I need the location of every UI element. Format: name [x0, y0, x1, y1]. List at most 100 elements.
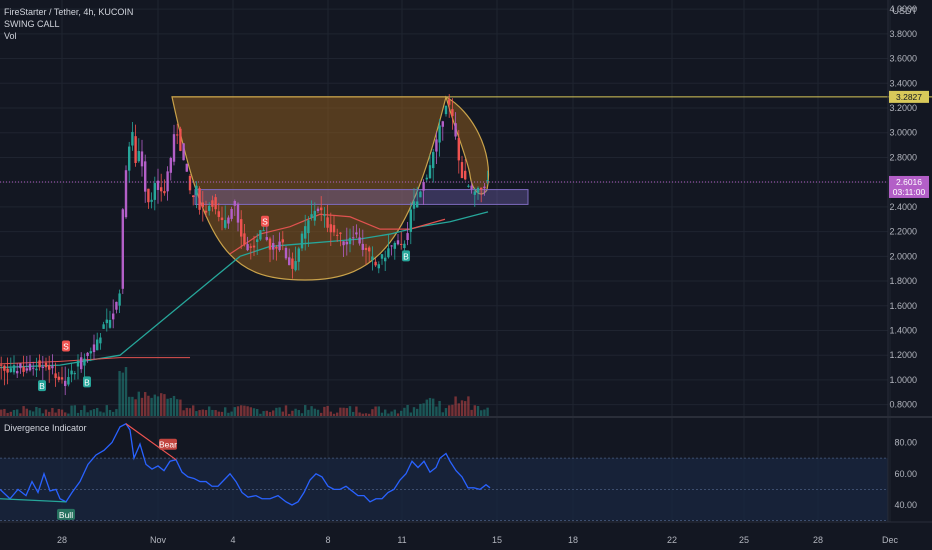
candle[interactable] — [214, 194, 217, 215]
candle[interactable] — [441, 120, 444, 141]
candle[interactable] — [483, 183, 486, 196]
candle[interactable] — [297, 246, 300, 271]
candle[interactable] — [476, 186, 480, 200]
moving-average-red-2[interactable] — [229, 213, 446, 255]
candle[interactable] — [390, 245, 393, 256]
candle[interactable] — [444, 105, 448, 117]
candle[interactable] — [400, 231, 403, 250]
candle[interactable] — [310, 200, 313, 221]
candle[interactable] — [73, 371, 76, 380]
candle[interactable] — [188, 174, 192, 195]
candle[interactable] — [377, 261, 380, 274]
candle[interactable] — [124, 165, 128, 219]
candle[interactable] — [166, 166, 169, 201]
candle[interactable] — [195, 181, 198, 209]
candle[interactable] — [284, 246, 288, 261]
symbol-legend[interactable]: FireStarter / Tether, 4h, KUCOIN — [4, 7, 134, 17]
candle[interactable] — [12, 355, 16, 375]
candle[interactable] — [419, 190, 422, 198]
candle[interactable] — [169, 156, 172, 181]
candle[interactable] — [3, 364, 6, 386]
candle[interactable] — [153, 176, 156, 211]
candle[interactable] — [454, 112, 457, 140]
candle[interactable] — [99, 332, 102, 350]
candle[interactable] — [108, 310, 112, 329]
candle[interactable] — [204, 200, 208, 217]
candle[interactable] — [198, 186, 201, 215]
oscillator-line[interactable] — [0, 422, 491, 506]
candle[interactable] — [220, 206, 224, 231]
divergence-pane[interactable]: Bull Bear — [0, 422, 888, 522]
candle[interactable] — [387, 234, 390, 259]
indicator-legend-volume[interactable]: Vol — [4, 31, 17, 41]
indicator-legend-swing-call[interactable]: SWING CALL — [4, 19, 60, 29]
candle[interactable] — [0, 356, 3, 380]
candle[interactable] — [371, 246, 374, 271]
candle[interactable] — [281, 231, 284, 251]
candle[interactable] — [246, 236, 249, 252]
swing-buy-signal[interactable]: B — [83, 376, 91, 388]
candle[interactable] — [326, 204, 329, 233]
candle[interactable] — [22, 355, 25, 377]
candle[interactable] — [115, 301, 118, 314]
candle[interactable] — [316, 206, 320, 214]
candle[interactable] — [425, 174, 428, 182]
candle[interactable] — [364, 243, 368, 265]
candle[interactable] — [435, 131, 438, 165]
bear-divergence-tag[interactable]: Bear — [159, 438, 177, 450]
candle[interactable] — [416, 186, 419, 208]
candle[interactable] — [48, 355, 51, 383]
candle[interactable] — [243, 223, 246, 247]
candle[interactable] — [380, 254, 384, 265]
candle[interactable] — [256, 233, 259, 255]
candle[interactable] — [304, 214, 307, 251]
candle[interactable] — [384, 250, 387, 271]
candle[interactable] — [140, 139, 144, 177]
candle[interactable] — [134, 124, 137, 167]
candle[interactable] — [201, 191, 204, 222]
candle[interactable] — [57, 371, 60, 383]
candle[interactable] — [54, 362, 57, 387]
bull-divergence-line[interactable] — [0, 498, 67, 503]
divergence-indicator-legend[interactable]: Divergence Indicator — [4, 423, 87, 433]
candle[interactable] — [96, 332, 99, 351]
candle[interactable] — [144, 154, 147, 203]
candle[interactable] — [185, 163, 188, 173]
candle[interactable] — [182, 143, 185, 161]
candle[interactable] — [323, 206, 326, 228]
candle[interactable] — [32, 361, 35, 376]
candle[interactable] — [176, 123, 179, 145]
candle[interactable] — [60, 366, 64, 384]
candle[interactable] — [345, 227, 348, 256]
candle[interactable] — [355, 224, 358, 238]
candle[interactable] — [233, 199, 236, 216]
candle[interactable] — [128, 141, 131, 183]
candle[interactable] — [470, 183, 473, 194]
candle[interactable] — [25, 355, 28, 374]
candle[interactable] — [92, 334, 96, 360]
candle[interactable] — [307, 216, 310, 247]
candle[interactable] — [272, 235, 275, 260]
candle[interactable] — [6, 357, 9, 385]
candle[interactable] — [147, 188, 150, 209]
candles[interactable] — [0, 94, 489, 396]
candle[interactable] — [227, 215, 230, 229]
candle[interactable] — [89, 347, 92, 362]
candle[interactable] — [460, 155, 464, 179]
candle[interactable] — [156, 168, 160, 204]
candle[interactable] — [28, 355, 32, 372]
bear-divergence-line[interactable] — [125, 423, 177, 461]
candle[interactable] — [486, 170, 489, 185]
candle[interactable] — [412, 188, 416, 221]
candle[interactable] — [294, 246, 297, 272]
candle[interactable] — [291, 252, 294, 279]
candle[interactable] — [406, 221, 409, 246]
candle[interactable] — [249, 243, 252, 260]
candle[interactable] — [236, 202, 240, 232]
candle[interactable] — [240, 210, 243, 250]
price-pane[interactable]: B S B S B — [0, 94, 932, 417]
candle[interactable] — [16, 363, 19, 378]
candle[interactable] — [342, 241, 345, 257]
candle[interactable] — [451, 98, 454, 130]
candle[interactable] — [172, 124, 176, 166]
